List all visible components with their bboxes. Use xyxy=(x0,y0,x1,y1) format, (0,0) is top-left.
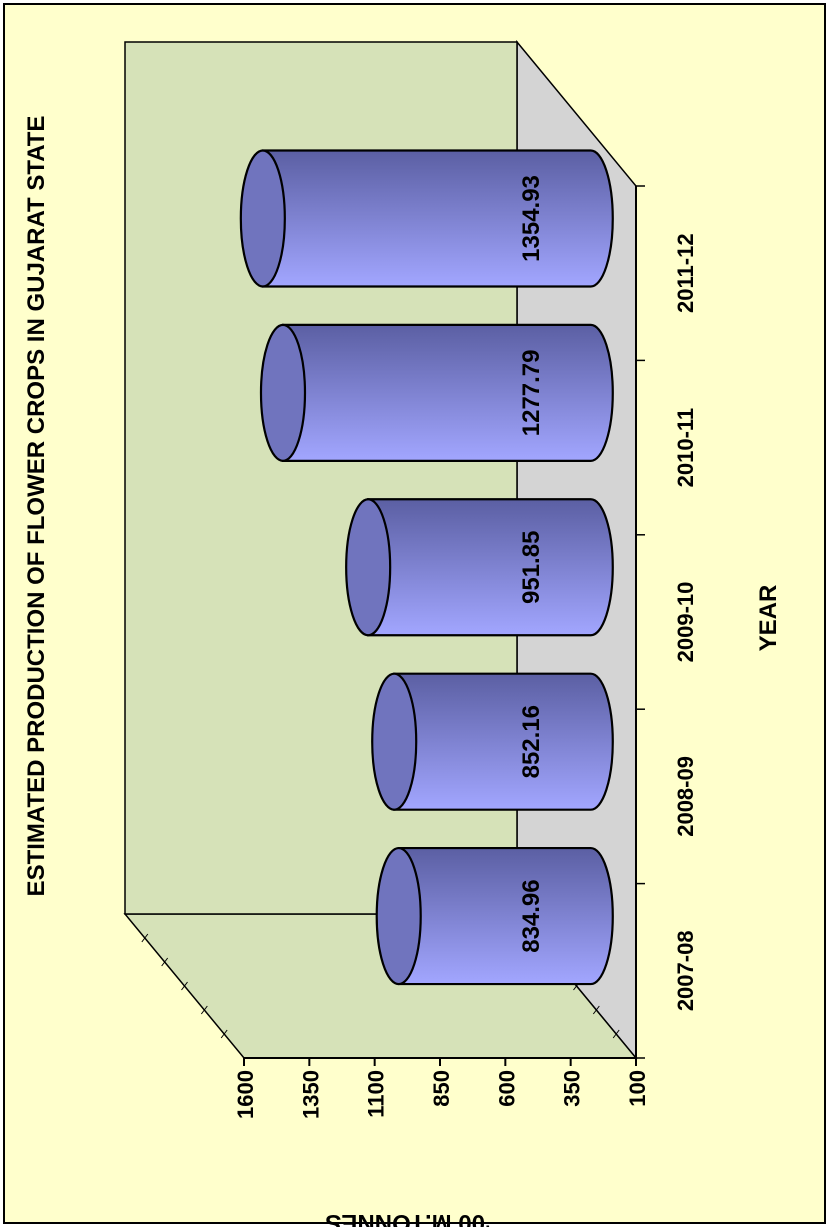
bar-body xyxy=(367,498,614,637)
bar-top-cap xyxy=(345,498,392,637)
bar-top-cap xyxy=(239,149,286,288)
value-tick-label: 1100 xyxy=(364,1070,389,1118)
y-axis-title: '00 M.TONNES xyxy=(325,1209,490,1227)
bar-body xyxy=(393,672,614,811)
bar-value-label: 1277.79 xyxy=(518,349,545,436)
depth-tick xyxy=(592,1005,600,1015)
bar-body xyxy=(281,323,614,462)
bar-value-label: 852.16 xyxy=(518,705,545,778)
bar-top-cap xyxy=(259,323,307,462)
bar: 852.16 xyxy=(371,672,614,811)
bar-value-label: 834.96 xyxy=(518,879,545,952)
value-tick-label: 350 xyxy=(560,1070,585,1107)
bar: 1277.79 xyxy=(259,323,614,462)
value-tick-label: 1350 xyxy=(298,1070,323,1119)
x-axis-title: YEAR xyxy=(755,585,782,652)
depth-tick xyxy=(220,1029,228,1039)
value-tick-label: 100 xyxy=(625,1070,650,1107)
bar-body xyxy=(397,846,614,986)
chart-title: ESTIMATED PRODUCTION OF FLOWER CROPS IN … xyxy=(23,116,50,897)
bar: 951.85 xyxy=(345,498,614,637)
bar-value-label: 1354.93 xyxy=(518,175,545,262)
bars: 834.96 852.16 951.85 1277.79 1354.93 xyxy=(239,149,614,986)
value-tick-label: 600 xyxy=(494,1070,519,1107)
depth-tick xyxy=(141,933,149,943)
bar: 1354.93 xyxy=(239,149,614,288)
value-ticks xyxy=(243,1058,637,1066)
depth-tick xyxy=(181,981,188,991)
depth-tick xyxy=(161,957,169,967)
value-tick-label: 1600 xyxy=(233,1070,258,1119)
bar-top-cap xyxy=(371,672,418,811)
depth-tick xyxy=(612,1029,620,1039)
category-label: 2011-12 xyxy=(673,233,698,313)
bar-value-label: 951.85 xyxy=(518,531,545,604)
category-label: 2007-08 xyxy=(673,930,698,1011)
bar-top-cap xyxy=(375,846,422,986)
category-label: 2010-11 xyxy=(673,408,698,488)
bar: 834.96 xyxy=(375,846,614,986)
depth-tick xyxy=(200,1005,208,1015)
bar-body xyxy=(261,149,614,288)
category-label: 2009-10 xyxy=(673,582,698,663)
category-label: 2008-09 xyxy=(673,756,698,837)
value-tick-labels: 100 350 600 850 1100 1350 1600 xyxy=(233,1070,650,1119)
category-tick-labels: 2007-08 2008-09 2009-10 2010-11 2011-12 xyxy=(673,233,698,1011)
value-tick-label: 850 xyxy=(429,1070,454,1107)
